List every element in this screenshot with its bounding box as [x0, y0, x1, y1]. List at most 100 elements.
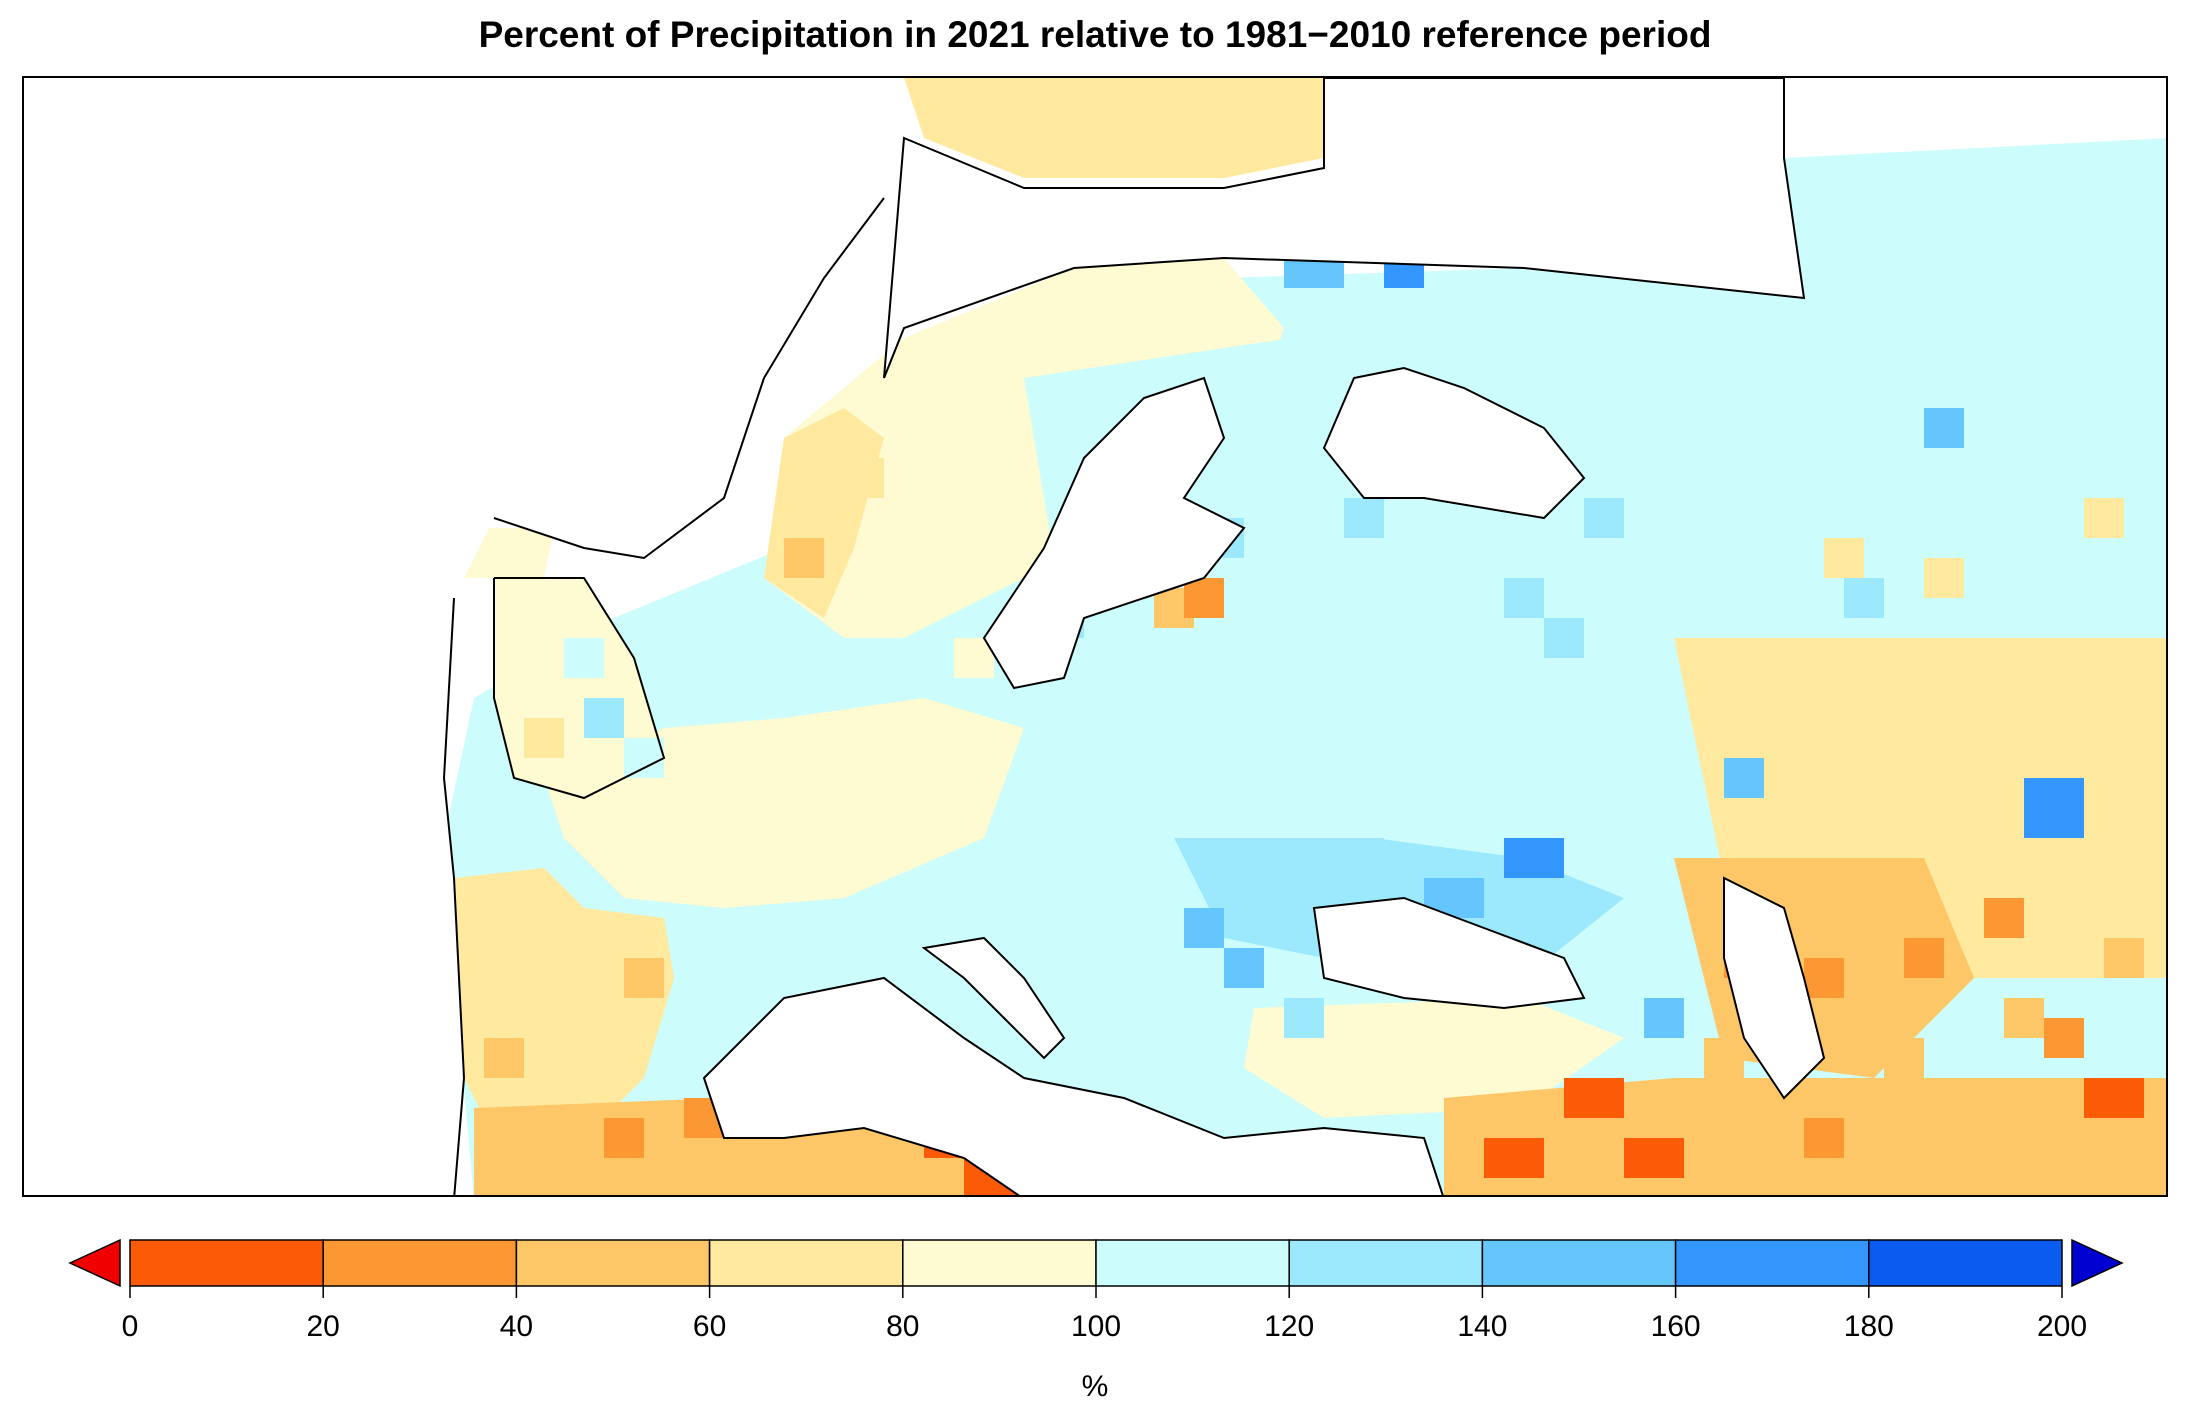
- russia-land: [1024, 318, 2166, 778]
- mediterranean-sea-coastline: [702, 976, 1444, 1195]
- legend-swatch-60-80: [708, 1239, 904, 1287]
- grid-cell: [524, 718, 564, 758]
- grid-cell: [1844, 578, 1884, 618]
- legend-tick-label: 100: [1071, 1310, 1121, 1343]
- precipitation-map: [24, 78, 2166, 1195]
- grid-cell: [1344, 498, 1384, 538]
- grid-cell: [2104, 938, 2144, 978]
- grid-cell: [584, 698, 624, 738]
- legend-tick-label: 120: [1264, 1310, 1314, 1343]
- legend-under-arrow: [68, 1238, 121, 1288]
- legend-over-arrow: [2071, 1238, 2124, 1288]
- grid-cell: [1564, 1078, 1624, 1118]
- grid-cell: [1724, 758, 1764, 798]
- grid-cell: [1924, 558, 1964, 598]
- turkey-land: [1244, 998, 1624, 1118]
- arctic-ocean: [884, 78, 1804, 378]
- legend-tick-label: 140: [1457, 1310, 1507, 1343]
- grid-cell: [464, 958, 504, 998]
- grid-cell: [1484, 1138, 1544, 1178]
- balkans-land: [1074, 948, 1244, 1098]
- grid-cell: [624, 958, 664, 998]
- legend-swatch-80-100: [902, 1239, 1097, 1287]
- grid-cell: [1284, 998, 1324, 1038]
- grid-cell: [484, 1038, 524, 1078]
- grid-cell: [1284, 258, 1344, 288]
- british-isles-coastline: [493, 577, 666, 800]
- black-sea-coastline: [1312, 896, 1586, 1010]
- white-sea-coastline: [1322, 366, 1586, 520]
- grid-cell: [884, 498, 924, 538]
- grid-cell: [2024, 778, 2084, 838]
- scandinavia-west-coastline: [493, 197, 885, 560]
- grid-cell: [2084, 1078, 2144, 1118]
- grid-cell: [1904, 938, 1944, 978]
- grid-cell: [624, 738, 664, 778]
- grid-cell: [1624, 1138, 1684, 1178]
- grid-cell: [744, 958, 784, 998]
- legend-swatch-140-160: [1481, 1239, 1677, 1287]
- grid-cell: [784, 538, 824, 578]
- grid-cell: [1824, 538, 1864, 578]
- legend-swatch-180-200: [1868, 1239, 2063, 1287]
- arctic-ocean-coastline: [883, 78, 1806, 379]
- black-sea: [1314, 898, 1584, 1008]
- legend-tick-label: 200: [2037, 1310, 2087, 1343]
- adriatic-sea-coastline: [921, 936, 1066, 1060]
- grid-cell: [1184, 908, 1224, 948]
- grid-cell: [1704, 1038, 1744, 1078]
- sea-areas: [24, 78, 1824, 1195]
- legend-tick-label: 180: [1844, 1310, 1894, 1343]
- west-europe-coastline: [442, 597, 466, 1195]
- legend-tick-label: 60: [693, 1310, 726, 1343]
- grid-cell: [1804, 958, 1844, 998]
- novaya-zemlya-land: [1784, 138, 2166, 358]
- legend-swatch-120-140: [1288, 1239, 1484, 1287]
- grid-cell: [844, 458, 884, 498]
- grid-cell: [2124, 718, 2166, 758]
- grid-cell: [604, 1118, 644, 1158]
- legend-unit-label: %: [1081, 1370, 1109, 1403]
- grid-cell: [1804, 1118, 1844, 1158]
- legend-tick-label: 20: [307, 1310, 340, 1343]
- grid-cell: [544, 998, 584, 1038]
- legend-tick-label: 40: [500, 1310, 533, 1343]
- grid-cell: [564, 638, 604, 678]
- coastlines: [442, 78, 1826, 1195]
- adriatic-sea: [924, 938, 1064, 1058]
- legend-tick-label: 160: [1651, 1310, 1701, 1343]
- map-title: Percent of Precipitation in 2021 relativ…: [478, 14, 1712, 55]
- grid-cell: [1324, 838, 1384, 878]
- grid-cell: [1184, 578, 1224, 618]
- grid-cell: [2004, 998, 2044, 1038]
- grid-cell: [1924, 408, 1964, 448]
- mediterranean-sea: [704, 978, 1443, 1195]
- grid-cell: [1504, 578, 1544, 618]
- legend-tick-label: 80: [886, 1310, 919, 1343]
- grid-cell: [1644, 998, 1684, 1038]
- grid-cell: [1544, 618, 1584, 658]
- caspian-sea-coastline: [1723, 876, 1826, 1100]
- grid-cell: [1984, 798, 2024, 838]
- map-frame: [22, 76, 2168, 1197]
- legend-swatch-0-20: [129, 1239, 324, 1287]
- legend-swatch-20-40: [322, 1239, 518, 1287]
- grid-cell: [1584, 498, 1624, 538]
- caspian-sea: [1724, 878, 1824, 1098]
- grid-cell: [2084, 498, 2124, 538]
- legend-swatch-160-180: [1674, 1239, 1870, 1287]
- color-legend: 0 20 40 60 80 100 120 140 160 180 200: [68, 1238, 2124, 1343]
- legend-tick-label: 0: [122, 1310, 139, 1343]
- grid-cell: [1984, 898, 2024, 938]
- grid-cell: [1884, 1038, 1924, 1078]
- white-sea: [1324, 368, 1584, 518]
- grid-cell: [1504, 838, 1564, 878]
- baltic-sea-coastline: [982, 376, 1246, 690]
- legend-swatch-40-60: [515, 1239, 711, 1287]
- grid-cell: [2044, 1018, 2084, 1058]
- grid-cell: [1224, 948, 1264, 988]
- atlantic-ocean: [24, 78, 924, 1195]
- legend-swatch-100-120: [1095, 1239, 1290, 1287]
- baltic-sea: [984, 378, 1244, 688]
- iceland-land: [464, 528, 554, 578]
